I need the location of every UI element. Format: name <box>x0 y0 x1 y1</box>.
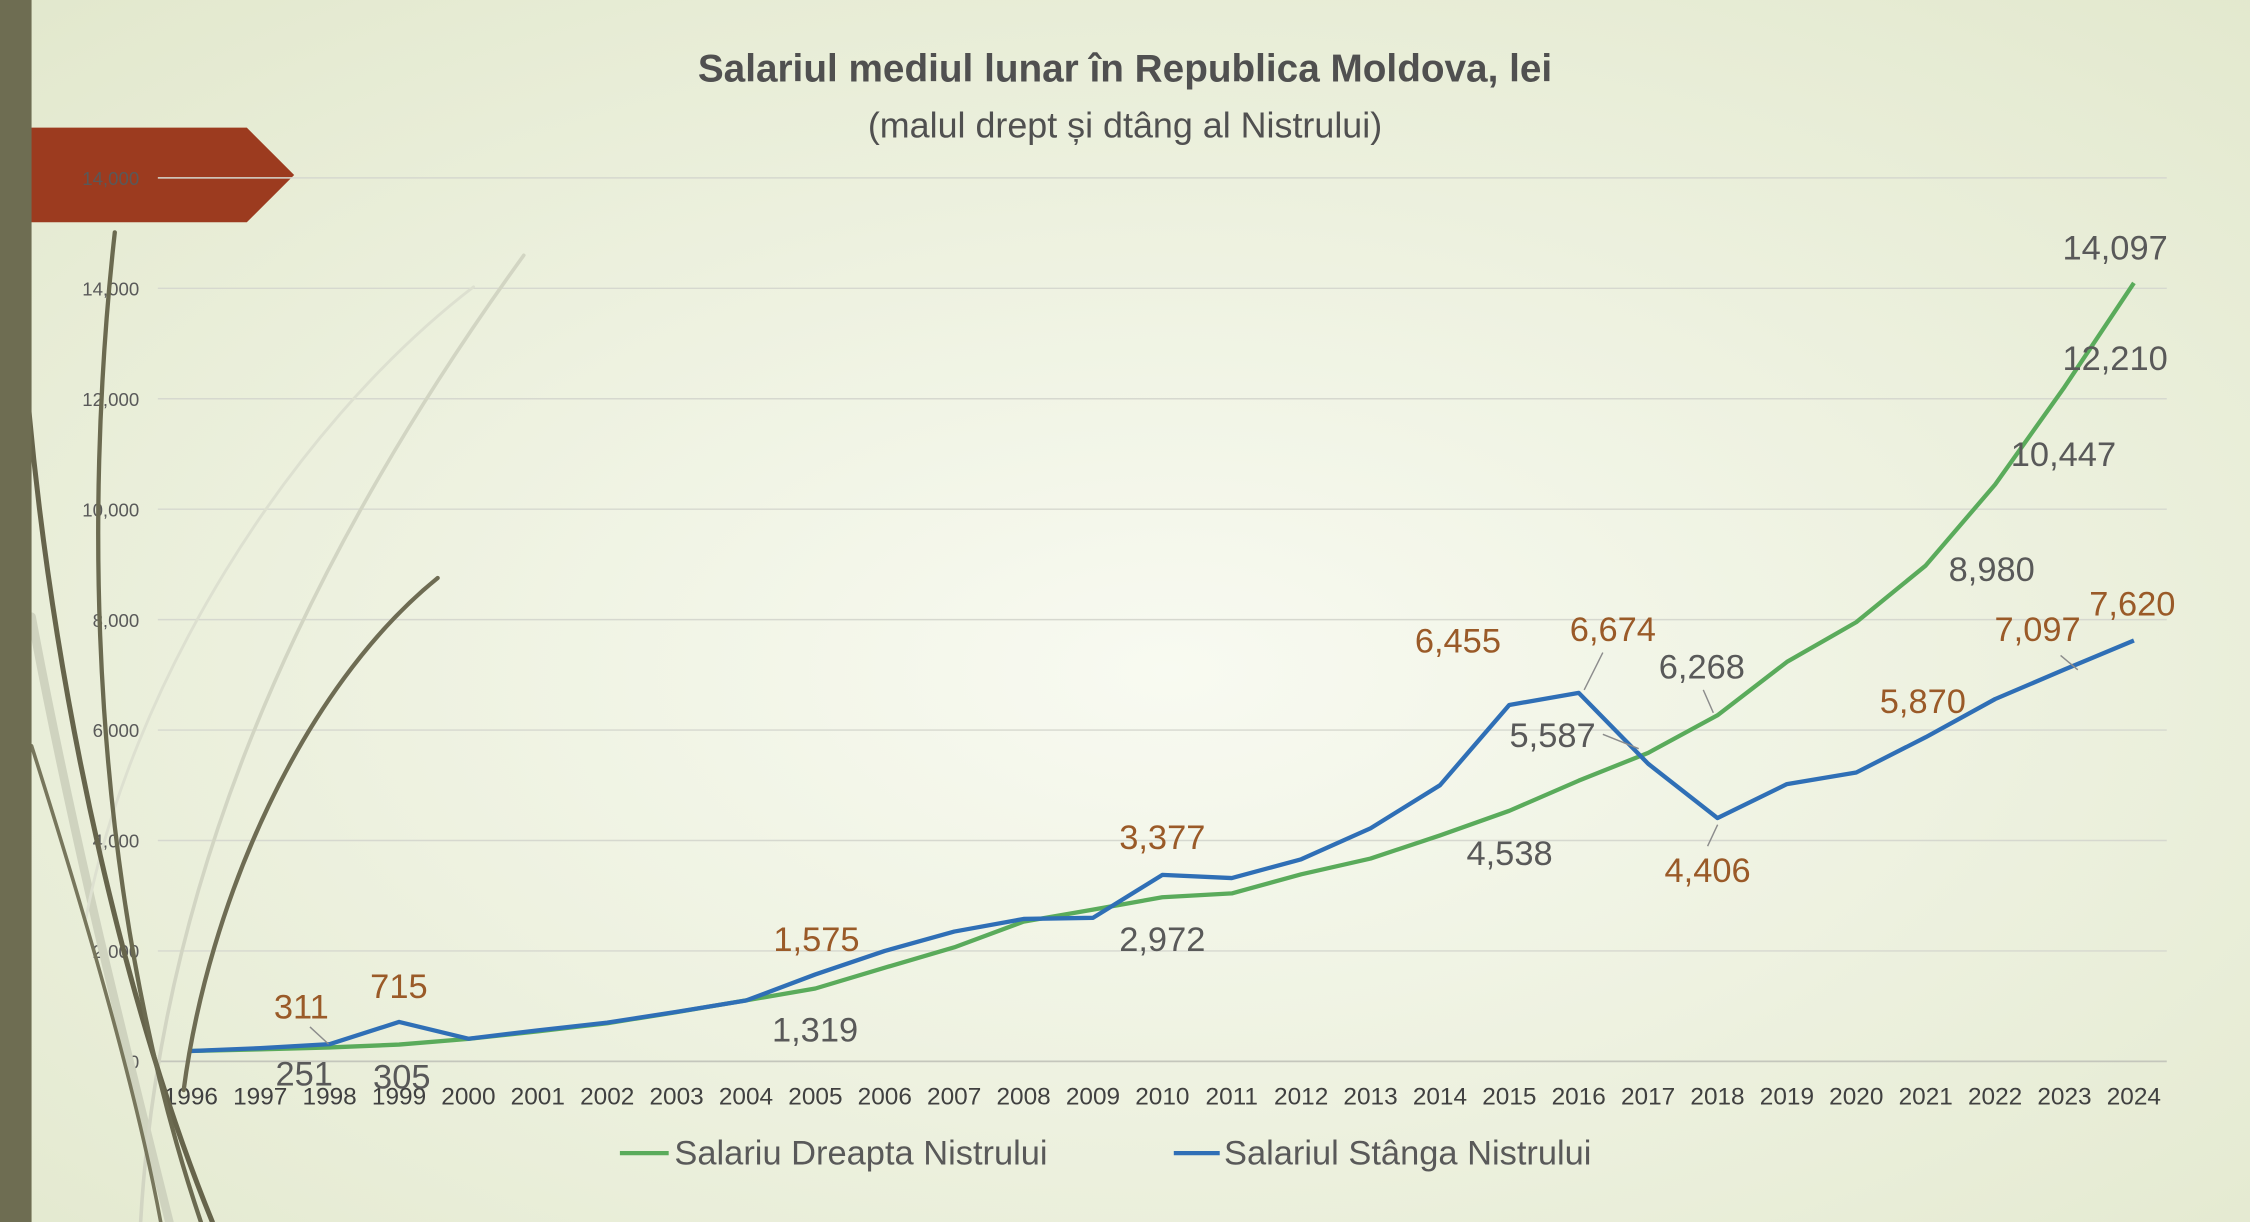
data-label: 8,980 <box>1949 551 2035 589</box>
data-label: 4,538 <box>1466 835 1552 873</box>
data-label: 5,870 <box>1880 683 1966 721</box>
decor-curve-dark-1 <box>26 406 215 1222</box>
data-label: 2,972 <box>1119 921 1205 959</box>
data-label: 7,620 <box>2089 585 2175 623</box>
x-tick-label: 2004 <box>719 1083 773 1110</box>
x-tick-label: 2017 <box>1621 1083 1675 1110</box>
data-label-leader <box>1602 733 1639 750</box>
x-tick-label: 2020 <box>1829 1083 1883 1110</box>
data-label-leader <box>1706 824 1719 847</box>
x-tick-label: 2011 <box>1206 1083 1258 1110</box>
decor-curve-dark-2 <box>96 230 204 1222</box>
data-label: 3,377 <box>1119 819 1205 857</box>
x-tick-label: 2023 <box>2037 1083 2091 1110</box>
y-tick-label: 14,000 <box>82 168 139 189</box>
data-label: 305 <box>373 1059 430 1097</box>
data-label: 5,587 <box>1510 717 1596 755</box>
x-tick-label: 2018 <box>1690 1083 1744 1110</box>
data-label: 6,455 <box>1415 623 1501 661</box>
x-tick-label: 2022 <box>1968 1083 2022 1110</box>
x-tick-label: 2014 <box>1413 1083 1467 1110</box>
data-label: 6,268 <box>1659 648 1745 686</box>
data-label: 6,674 <box>1570 611 1656 649</box>
x-tick-label: 1996 <box>164 1083 218 1110</box>
x-tick-label: 2016 <box>1552 1083 1606 1110</box>
decor-curve-dark-3 <box>181 575 440 1093</box>
data-labels: 311 251 715 305 1,575 1,319 3,377 2,972 6,455 4,5… <box>274 230 2176 1097</box>
data-label: 12,210 <box>2062 340 2167 378</box>
x-tick-label: 2000 <box>441 1083 495 1110</box>
data-label-leader <box>309 1026 330 1045</box>
legend-label-dreapta: Salariu Dreapta Nistrului <box>674 1135 1047 1173</box>
x-tick-label: 2005 <box>788 1083 842 1110</box>
x-tick-label: 1999 <box>372 1083 426 1110</box>
legend-label-stanga: Salariul Stânga Nistrului <box>1224 1135 1591 1173</box>
x-tick-label: 2013 <box>1343 1083 1397 1110</box>
decor-curve-pale-arc-2 <box>84 285 475 920</box>
x-axis: 1996 1997 1998 1999 2000 2001 2002 2003 2004 2005… <box>164 1083 2161 1110</box>
x-tick-label: 2006 <box>858 1083 912 1110</box>
y-tick-label: 8,000 <box>93 610 140 631</box>
series-line-stanga <box>190 638 2135 1054</box>
plot-area: 02,0004,0006,0008,00010,00012,00014,0001… <box>82 168 2175 1110</box>
data-label: 4,406 <box>1665 852 1751 890</box>
x-tick-label: 2007 <box>927 1083 981 1110</box>
red-arrow-banner <box>0 127 295 223</box>
x-tick-label: 2009 <box>1066 1083 1120 1110</box>
decor-curve-dark-4 <box>29 744 163 1222</box>
x-tick-label: 2002 <box>580 1083 634 1110</box>
decor-curve-pale-arc <box>138 253 526 1222</box>
x-tick-label: 1997 <box>233 1083 287 1110</box>
series-lines <box>190 281 2136 1054</box>
decorative-curves <box>26 230 526 1222</box>
data-label: 1,575 <box>773 921 859 959</box>
data-label-leader <box>2060 654 2079 671</box>
x-tick-label: 1998 <box>303 1083 357 1110</box>
data-label: 14,097 <box>2062 230 2167 268</box>
x-tick-label: 2019 <box>1760 1083 1814 1110</box>
data-label: 715 <box>370 968 427 1006</box>
gridlines <box>157 177 2167 1063</box>
x-tick-label: 2001 <box>511 1083 565 1110</box>
decor-curve-pale-wide <box>27 612 174 1222</box>
chart-title: Salariul mediul lunar în Republica Moldo… <box>698 48 1552 91</box>
left-side-strip <box>0 0 32 1222</box>
y-tick-label: 6,000 <box>93 720 140 741</box>
data-label-leader <box>1583 652 1604 691</box>
x-tick-label: 2012 <box>1274 1083 1328 1110</box>
x-tick-label: 2003 <box>649 1083 703 1110</box>
x-tick-label: 2015 <box>1482 1083 1536 1110</box>
y-tick-label: 12,000 <box>82 389 139 410</box>
x-tick-label: 2008 <box>996 1083 1050 1110</box>
x-tick-label: 2024 <box>2107 1083 2161 1110</box>
data-label: 7,097 <box>1995 611 2081 649</box>
x-tick-label: 2010 <box>1135 1083 1189 1110</box>
data-label: 311 <box>274 988 329 1026</box>
x-tick-label: 2021 <box>1899 1083 1953 1110</box>
legend: Salariu Dreapta Nistrului Salariul Stâng… <box>619 1135 1591 1173</box>
data-label: 251 <box>275 1056 332 1094</box>
chart-subtitle: (malul drept și dtâng al Nistrului) <box>868 106 1382 146</box>
data-label-leader <box>1702 689 1714 714</box>
data-label: 1,319 <box>772 1011 858 1049</box>
y-tick-label: 10,000 <box>82 499 139 520</box>
data-label: 10,447 <box>2011 436 2116 474</box>
